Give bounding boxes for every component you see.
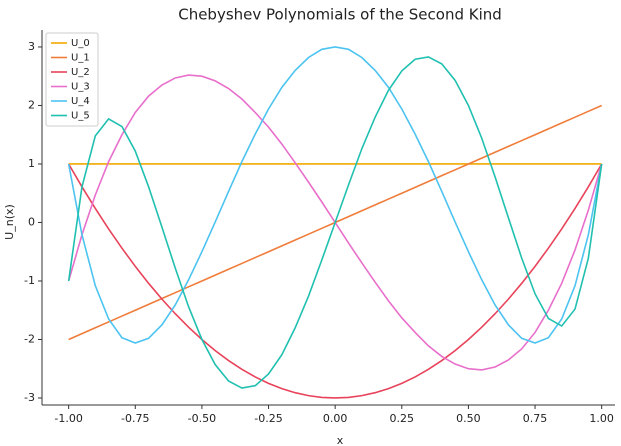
x-tick-label: 0.00 bbox=[323, 412, 348, 425]
series-line bbox=[67, 56, 603, 389]
y-tick-label: -1 bbox=[24, 274, 35, 287]
legend-label: U_2 bbox=[71, 67, 90, 78]
x-tick-label: -0.25 bbox=[254, 412, 282, 425]
x-tick-label: 0.50 bbox=[456, 412, 481, 425]
chart-title: Chebyshev Polynomials of the Second Kind bbox=[178, 6, 502, 24]
y-tick-label: 3 bbox=[28, 40, 35, 53]
legend-label: U_3 bbox=[71, 82, 90, 93]
y-axis-label: U_n(x) bbox=[3, 204, 16, 240]
legend-box bbox=[45, 32, 99, 127]
x-tick-label: -0.50 bbox=[188, 412, 216, 425]
y-tick-label: 1 bbox=[28, 157, 35, 170]
legend-label: U_1 bbox=[71, 53, 90, 64]
y-tick-label: 0 bbox=[28, 215, 35, 228]
x-axis-label: x bbox=[337, 434, 344, 446]
x-tick-label: -0.75 bbox=[121, 412, 149, 425]
x-tick-label: 1.00 bbox=[589, 412, 614, 425]
series-line bbox=[67, 46, 603, 344]
legend-label: U_5 bbox=[71, 111, 90, 122]
x-tick-label: 0.25 bbox=[390, 412, 415, 425]
y-tick-label: -2 bbox=[24, 332, 35, 345]
series-line bbox=[67, 163, 603, 399]
legend-label: U_0 bbox=[71, 38, 90, 49]
y-tick-label: 2 bbox=[28, 98, 35, 111]
x-tick-label: -1.00 bbox=[54, 412, 82, 425]
legend-label: U_4 bbox=[71, 96, 90, 107]
y-tick-label: -3 bbox=[24, 391, 35, 404]
x-tick-label: 0.75 bbox=[523, 412, 548, 425]
